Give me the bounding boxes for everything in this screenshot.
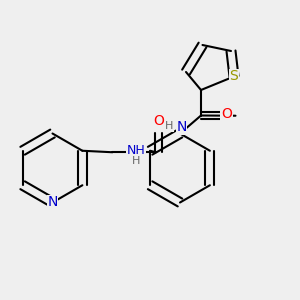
Text: H: H: [165, 121, 174, 131]
Text: O: O: [153, 114, 164, 128]
Text: N: N: [176, 121, 187, 134]
Text: H: H: [132, 156, 141, 166]
Text: NH: NH: [127, 144, 146, 157]
Text: N: N: [47, 196, 58, 209]
Text: O: O: [221, 107, 232, 121]
Text: S: S: [230, 70, 238, 83]
